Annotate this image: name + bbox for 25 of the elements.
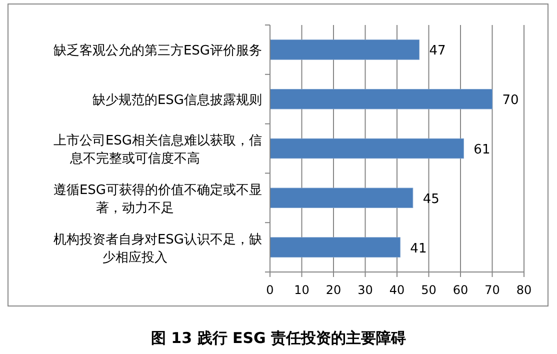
y-tick-label: 缺少规范的ESG信息披露规则 <box>92 93 262 108</box>
data-label: 70 <box>502 93 519 108</box>
bar <box>270 40 420 60</box>
x-tick-label: 20 <box>326 283 342 297</box>
bar <box>270 138 464 159</box>
data-label: 45 <box>422 192 440 207</box>
bar <box>270 188 414 208</box>
x-tick-label: 10 <box>294 283 310 297</box>
data-label: 61 <box>474 142 490 158</box>
text: 图 13 践行 ESG 责任投资的主要障碍 <box>150 329 406 347</box>
x-tick-label: 70 <box>484 283 500 297</box>
y-tick-label: 上市公司ESG相关信息难以获取，信息不完整或可信度不高 <box>53 134 262 166</box>
y-tick-label: 机构投资者自身对ESG认识不足，缺少相应投入 <box>53 232 262 266</box>
bar <box>270 88 492 110</box>
data-label: 41 <box>410 241 427 256</box>
y-tick-label: 缺乏客观公允的第三方ESG评价服务 <box>53 42 262 59</box>
x-tick-label: 40 <box>389 283 405 297</box>
x-tick-label: 30 <box>358 283 373 297</box>
x-tick-label: 0 <box>266 283 274 297</box>
bar <box>270 237 400 258</box>
x-tick-label: 80 <box>516 283 532 297</box>
x-tick-label: 50 <box>421 283 436 297</box>
data-label: 47 <box>429 44 446 59</box>
y-tick-label: 遵循ESG可获得的价值不确定或不显著，动力不足 <box>53 182 262 216</box>
x-tick-label: 60 <box>452 283 468 297</box>
